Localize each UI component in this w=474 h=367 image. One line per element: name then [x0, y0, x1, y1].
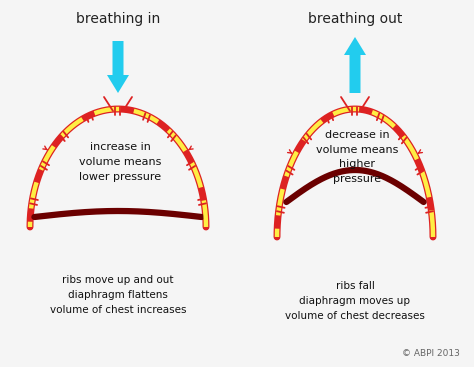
Text: breathing in: breathing in — [76, 12, 160, 26]
Text: © ABPI 2013: © ABPI 2013 — [402, 349, 460, 357]
Text: ribs fall
diaphragm moves up
volume of chest decreases: ribs fall diaphragm moves up volume of c… — [285, 281, 425, 321]
FancyArrow shape — [344, 37, 366, 93]
Text: decrease in
volume means
higher
pressure: decrease in volume means higher pressure — [316, 130, 398, 184]
Text: breathing out: breathing out — [308, 12, 402, 26]
FancyArrow shape — [107, 41, 129, 93]
Text: increase in
volume means
lower pressure: increase in volume means lower pressure — [79, 142, 161, 182]
Text: ribs move up and out
diaphragm flattens
volume of chest increases: ribs move up and out diaphragm flattens … — [50, 275, 186, 315]
